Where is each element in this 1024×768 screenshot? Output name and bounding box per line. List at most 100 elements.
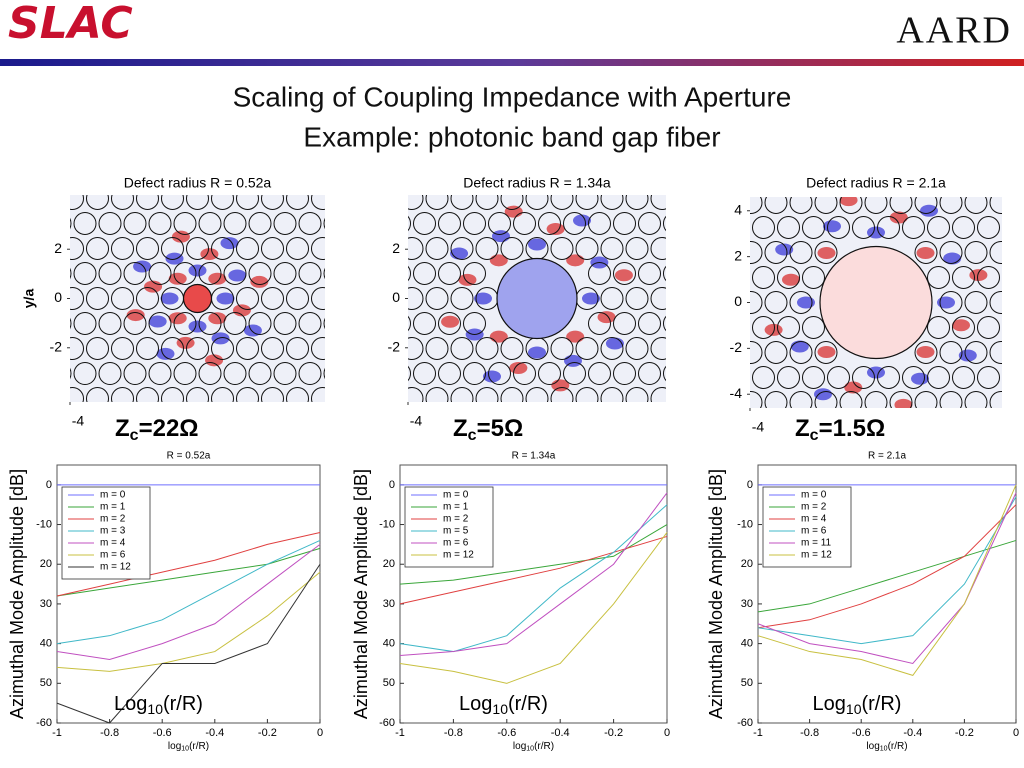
series-line [56,547,321,597]
lattice-rod [953,167,975,189]
lattice-rod [223,262,247,285]
text-part: Z [795,415,810,442]
lattice-rod [211,195,234,210]
lattice-rod [298,212,322,235]
lattice-rod [413,362,436,385]
lattice-rod [364,313,386,335]
lattice-rod [690,392,712,414]
field-lobe [528,346,546,359]
lattice-rod [690,192,712,214]
y-tick-label: -2 [388,338,401,354]
field-lobe [781,273,800,286]
lattice-rod [236,195,259,210]
lattice-rod [513,212,536,235]
text-part: Log [459,693,492,715]
legend-label: m = 4 [801,514,827,525]
lattice-rod [186,237,209,260]
lattice-rod [286,237,309,260]
y-tick-label: 40 [383,638,395,650]
lattice-rod [24,263,46,285]
lattice-rod [70,387,84,402]
lattice-rod [24,363,46,385]
lattice-rod [500,387,524,402]
lattice-rod [638,262,661,285]
lattice-rod [408,195,424,210]
lattice-rod [37,188,59,210]
lattice-rod [111,387,134,402]
field-lobe [839,197,858,207]
lattice-rod [589,413,611,435]
lattice-rod [286,337,309,360]
text-part: 10 [880,745,888,752]
lattice-rod [639,413,661,435]
lattice-rod [714,413,736,435]
annotation: log10(r/R) [866,741,907,753]
lattice-rod [1015,392,1024,414]
title-line: Example: photonic band gap fiber [303,121,720,152]
lattice-rod [298,312,322,335]
lattice-rod [311,337,325,360]
lattice-rod [625,337,649,360]
lattice-rod [764,391,788,408]
lattice-rod [600,387,624,402]
field-lobe [133,260,152,273]
field-lobe [208,312,227,325]
field-lobe [171,230,190,243]
impedance: Zc=1.5Ω [795,415,885,444]
lattice-rod [413,212,436,235]
lattice-rod [964,391,988,408]
lattice-rod [978,167,1000,189]
lattice-rod [364,213,386,235]
lattice-rod [777,366,800,389]
lattice-rod [12,188,34,210]
legend-label: m = 6 [443,538,469,549]
y-axis-label: Azimuthal Mode Amplitude [dB] [351,469,371,719]
x-tick-label: -0.2 [955,727,974,739]
lattice-rod [714,163,736,185]
lattice-rod [298,262,322,285]
lattice-rod [70,367,72,380]
lattice-rod [450,387,474,402]
lattice-rod [450,195,474,210]
plot-title: Defect radius R = 1.34a [463,175,611,191]
lattice-rod [563,362,586,385]
y-tick-label: -60 [36,717,52,729]
lattice-rod [438,262,461,285]
lattice-rod [989,197,1002,214]
lattice-rod [703,367,725,389]
y-tick-label: 20 [40,558,52,570]
lattice-rod [273,212,297,235]
lattice-rod [802,366,825,389]
lattice-rod [689,263,711,285]
legend-box [61,486,151,580]
x-tick-label: -1 [52,727,62,739]
lattice-rod [351,188,373,210]
lattice-rod [374,213,396,235]
legend-label: m = 1 [100,502,126,513]
lattice-rod [575,387,599,402]
field-lobe [458,273,477,286]
lattice-rod [161,337,184,360]
lattice-rod [408,315,411,332]
lattice-rod [286,287,309,310]
lattice-rod [248,312,272,335]
lattice-rod [538,362,561,385]
lattice-rod [663,265,666,282]
lattice-rod [199,413,221,435]
x-tick-label: -1 [753,727,763,739]
lattice-rod [425,237,449,260]
text-part: =1.5Ω [819,415,886,442]
lattice-rod [588,362,611,385]
lattice-rod [650,387,666,402]
x-tick-label: 0 [664,727,670,739]
field-lobe [916,247,935,260]
lattice-rod [186,195,209,210]
lattice-rod [198,312,222,335]
field-lobe [250,275,269,288]
lattice-rod [376,188,398,210]
lattice-rod [475,387,499,402]
field-lobe [441,315,460,328]
lattice-rod [475,337,499,360]
lattice-rod [408,365,411,382]
